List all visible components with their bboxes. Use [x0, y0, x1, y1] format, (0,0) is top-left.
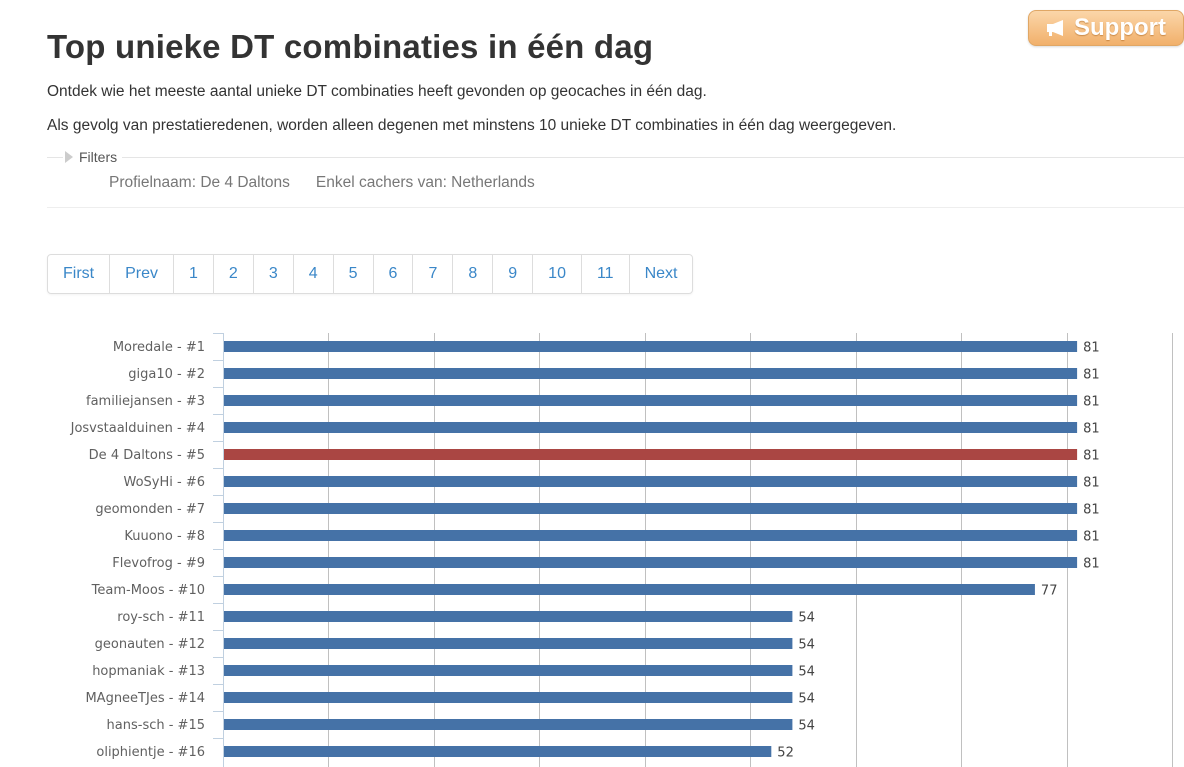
category-label: MAgneeTJes - #14 [85, 691, 205, 706]
page-11-button[interactable]: 11 [580, 255, 629, 293]
expand-triangle-icon [65, 151, 73, 163]
category-label: familiejansen - #3 [86, 394, 205, 409]
page-1-button[interactable]: 1 [173, 255, 213, 293]
data-label: 77 [1041, 584, 1058, 599]
pagination: First Prev 1 2 3 4 5 6 7 8 9 10 11 Next [47, 254, 694, 294]
data-label: 81 [1083, 395, 1100, 410]
filter-country: Enkel cachers van: Netherlands [315, 174, 535, 191]
category-label: roy-sch - #11 [117, 610, 205, 625]
page-5-button[interactable]: 5 [332, 255, 373, 293]
data-label: 54 [798, 638, 815, 653]
category-label: geonauten - #12 [95, 637, 205, 652]
category-label: Team-Moos - #10 [91, 583, 205, 598]
bar [224, 746, 772, 757]
category-label: oliphientje - #16 [96, 745, 205, 760]
data-label: 52 [777, 746, 794, 761]
bar [224, 692, 793, 703]
category-label: giga10 - #2 [128, 367, 205, 382]
page-4-button[interactable]: 4 [292, 255, 333, 293]
category-label: Flevofrog - #9 [112, 556, 205, 571]
data-label: 81 [1083, 530, 1100, 545]
bar [224, 584, 1035, 595]
page-note: Als gevolg van prestatieredenen, worden … [47, 117, 897, 134]
bar [224, 395, 1078, 406]
page-prev-button[interactable]: Prev [109, 255, 173, 293]
bar [224, 719, 793, 730]
page-7-button[interactable]: 7 [412, 255, 452, 293]
filters-legend: Filters [79, 149, 118, 165]
data-label: 54 [798, 692, 815, 707]
support-label: Support [1074, 14, 1166, 41]
data-label: 81 [1083, 368, 1100, 383]
category-label: Moredale - #1 [113, 340, 205, 355]
filters-toggle[interactable]: Filters [63, 149, 123, 165]
bar [224, 368, 1078, 379]
page-9-button[interactable]: 9 [492, 255, 532, 293]
data-label: 81 [1083, 449, 1100, 464]
support-button[interactable]: Support [1028, 10, 1184, 46]
data-label: 81 [1083, 503, 1100, 518]
bar [224, 638, 793, 649]
bar [224, 476, 1078, 487]
bar [224, 422, 1078, 433]
page-6-button[interactable]: 6 [372, 255, 413, 293]
data-label: 54 [798, 611, 815, 626]
bar [224, 557, 1078, 568]
data-label: 54 [798, 665, 815, 680]
page-intro: Ontdek wie het meeste aantal unieke DT c… [47, 83, 707, 100]
category-label: geomonden - #7 [95, 502, 205, 517]
category-label: Josvstaalduinen - #4 [70, 421, 205, 436]
page-title: Top unieke DT combinaties in één dag [47, 28, 654, 65]
bar [224, 530, 1078, 541]
data-label: 81 [1083, 341, 1100, 356]
bar-chart: Moredale - #1 81 giga10 - #2 81 familiejanse… [70, 333, 1173, 767]
bar [224, 665, 793, 676]
filter-profile: Profielnaam: De 4 Daltons [109, 174, 290, 191]
bar [224, 611, 793, 622]
category-label: Kuuono - #8 [124, 529, 205, 544]
bar [224, 449, 1078, 460]
data-label: 54 [798, 719, 815, 734]
data-label: 81 [1083, 476, 1100, 491]
filters-panel: Filters Profielnaam: De 4 Daltons Enkel … [47, 149, 1184, 208]
data-label: 81 [1083, 557, 1100, 572]
data-label: 81 [1083, 422, 1100, 437]
page-next-button[interactable]: Next [628, 255, 693, 293]
category-label: De 4 Daltons - #5 [89, 448, 205, 463]
page-3-button[interactable]: 3 [252, 255, 293, 293]
bar [224, 341, 1078, 352]
megaphone-icon [1047, 20, 1063, 36]
bar [224, 503, 1078, 514]
page-first-button[interactable]: First [63, 265, 95, 282]
page-2-button[interactable]: 2 [212, 255, 253, 293]
category-label: hopmaniak - #13 [92, 664, 205, 679]
category-label: WoSyHi - #6 [124, 475, 206, 490]
page-8-button[interactable]: 8 [452, 255, 492, 293]
category-label: hans-sch - #15 [107, 718, 205, 733]
page-10-button[interactable]: 10 [532, 255, 581, 293]
